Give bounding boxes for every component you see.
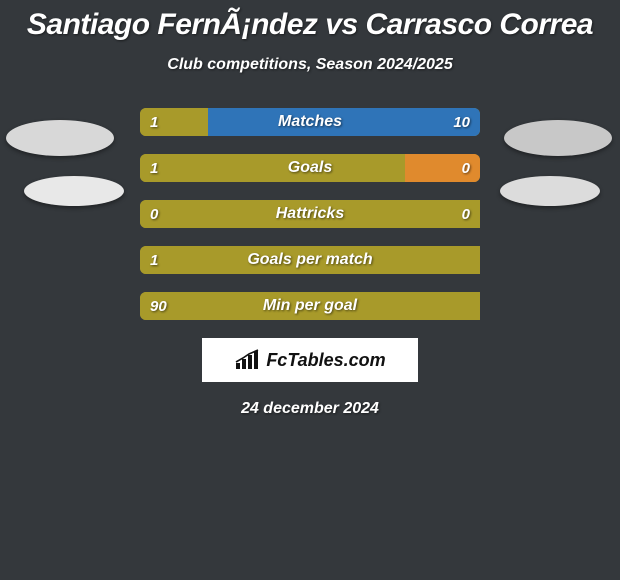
page-title: Santiago FernÃ¡ndez vs Carrasco Correa <box>0 0 620 42</box>
stat-bar-row: 00Hattricks <box>140 200 480 228</box>
bar-value-right: 0 <box>462 154 470 182</box>
bar-segment-left <box>140 154 405 182</box>
stat-bar-row: 10Goals <box>140 154 480 182</box>
logo-text: FcTables.com <box>266 350 385 371</box>
bar-value-left: 90 <box>150 292 167 320</box>
bar-segment-left <box>140 292 480 320</box>
bar-segment-left <box>140 246 480 274</box>
stat-bar-row: 1Goals per match <box>140 246 480 274</box>
player2-avatar-small <box>500 176 600 206</box>
bar-value-left: 1 <box>150 246 158 274</box>
footer-date: 24 december 2024 <box>0 400 620 418</box>
bar-value-left: 0 <box>150 200 158 228</box>
logo-box: FcTables.com <box>202 338 418 382</box>
bar-chart-icon <box>234 349 262 371</box>
player1-avatar-large <box>6 120 114 156</box>
stat-bar-row: 90Min per goal <box>140 292 480 320</box>
bar-value-left: 1 <box>150 154 158 182</box>
bar-value-right: 10 <box>453 108 470 136</box>
comparison-card: Santiago FernÃ¡ndez vs Carrasco Correa C… <box>0 0 620 580</box>
stat-bar-row: 110Matches <box>140 108 480 136</box>
bar-segment-right <box>208 108 480 136</box>
player1-avatar-small <box>24 176 124 206</box>
bar-segment-left <box>140 200 480 228</box>
bar-value-right: 0 <box>462 200 470 228</box>
page-subtitle: Club competitions, Season 2024/2025 <box>0 56 620 74</box>
player2-avatar-large <box>504 120 612 156</box>
bar-value-left: 1 <box>150 108 158 136</box>
